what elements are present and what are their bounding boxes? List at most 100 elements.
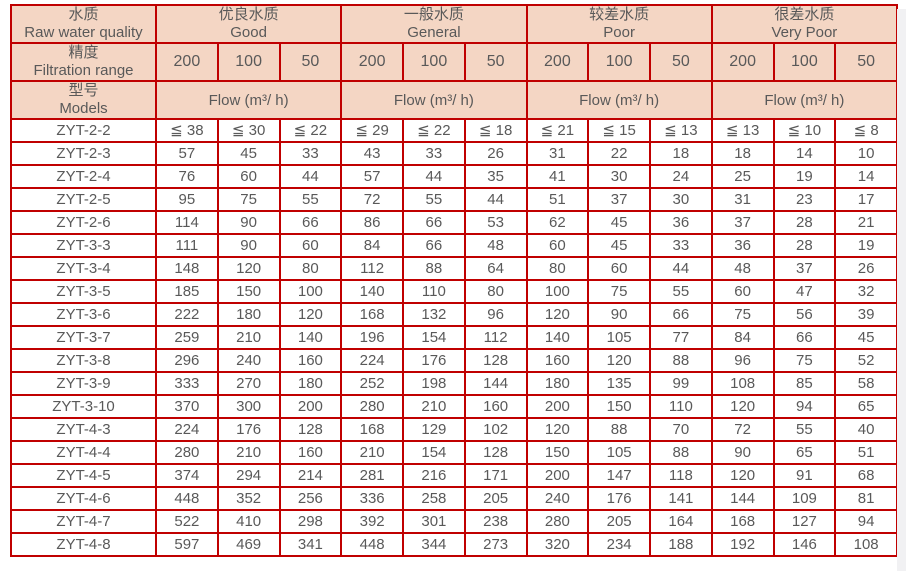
header-group-poor-en: Poor (603, 24, 635, 41)
flow-value-cell: 40 (834, 417, 898, 442)
flow-value-cell: ≦ 30 (216, 118, 281, 143)
flow-value-cell: 128 (278, 417, 343, 442)
flow-value-cell: 70 (649, 417, 713, 442)
flow-value-cell: 336 (340, 486, 404, 511)
flow-value-cell: 75 (710, 302, 775, 327)
filtration-value: 50 (649, 42, 713, 82)
flow-value-cell: 120 (710, 463, 775, 488)
flow-value-cell: 112 (463, 325, 528, 350)
flow-value-cell: 120 (710, 394, 775, 419)
flow-value-cell: 31 (525, 141, 590, 166)
flow-value-cell: ≦ 15 (587, 118, 651, 143)
flow-value-cell: 176 (216, 417, 281, 442)
header-group-good-zh: 优良水质 (218, 6, 279, 23)
header-group-poor: 较差水质 Poor (525, 4, 713, 44)
flow-value-cell: 56 (772, 302, 837, 327)
table-row: ZYT-4-3 224 176 128 168 129 102 120 88 70 72 55 40 (10, 417, 898, 442)
table-row: ZYT-3-9 333 270 180 252 198 144 180 135 99 108 85 58 (10, 371, 898, 396)
flow-value-cell: 21 (834, 210, 898, 235)
flow-value-cell: ≦ 21 (525, 118, 590, 143)
flow-value-cell: 110 (402, 279, 466, 304)
flow-value-cell: 108 (834, 532, 898, 557)
flow-value-cell: 105 (587, 440, 651, 465)
flow-value-cell: 80 (278, 256, 343, 281)
flow-value-cell: 300 (216, 394, 281, 419)
header-models-en: Models (59, 100, 108, 117)
flow-value-cell: 129 (402, 417, 466, 442)
flow-value-cell: 150 (216, 279, 281, 304)
flow-value-cell: 176 (402, 348, 466, 373)
flow-value-cell: 26 (463, 141, 528, 166)
flow-value-cell: 17 (834, 187, 898, 212)
filtration-value: 100 (587, 42, 651, 82)
header-group-poor-zh: 较差水质 (589, 6, 650, 23)
model-cell: ZYT-2-5 (10, 187, 157, 212)
flow-value-cell: 114 (155, 210, 219, 235)
flow-value-cell: 448 (155, 486, 219, 511)
flow-value-cell: 120 (278, 302, 343, 327)
flow-value-cell: 333 (155, 371, 219, 396)
model-cell: ZYT-3-6 (10, 302, 157, 327)
flow-value-cell: 238 (463, 509, 528, 534)
flow-value-cell: 108 (710, 371, 775, 396)
table-row: ZYT-3-10 370 300 200 280 210 160 200 150 110 120 94… (10, 394, 898, 419)
flow-value-cell: 410 (216, 509, 281, 534)
flow-value-cell: 77 (649, 325, 713, 350)
table-row: ZYT-4-8 597 469 341 448 344 273 320 234 188 192 146… (10, 532, 898, 557)
flow-value-cell: 118 (649, 463, 713, 488)
flow-value-cell: 80 (525, 256, 590, 281)
flow-value-cell: 341 (278, 532, 343, 557)
header-row-filtration: 精度 Filtration range 200 100 50 200 100 5… (10, 42, 898, 82)
flow-value-cell: 448 (340, 532, 404, 557)
flow-value-cell: 37 (710, 210, 775, 235)
header-raw-water-quality: 水质 Raw water quality (10, 4, 157, 44)
flow-value-cell: 35 (463, 164, 528, 189)
flow-value-cell: 45 (834, 325, 898, 350)
flow-value-cell: 146 (772, 532, 837, 557)
flow-value-cell: 224 (340, 348, 404, 373)
flow-value-cell: 65 (834, 394, 898, 419)
flow-value-cell: 22 (587, 141, 651, 166)
model-cell: ZYT-4-4 (10, 440, 157, 465)
header-raw-water-quality-zh: 水质 (68, 6, 99, 23)
flow-value-cell: 294 (216, 463, 281, 488)
model-cell: ZYT-2-3 (10, 141, 157, 166)
flow-value-cell: 110 (649, 394, 713, 419)
flow-value-cell: 26 (834, 256, 898, 281)
flow-value-cell: 99 (649, 371, 713, 396)
flow-value-cell: 44 (402, 164, 466, 189)
model-cell: ZYT-3-4 (10, 256, 157, 281)
table-row: ZYT-2-4 76 60 44 57 44 35 41 30 24 25 19 14 (10, 164, 898, 189)
filtration-value: 200 (710, 42, 775, 82)
header-group-general-zh: 一般水质 (403, 6, 464, 23)
flow-value-cell: 256 (278, 486, 343, 511)
model-cell: ZYT-4-5 (10, 463, 157, 488)
filtration-value: 200 (155, 42, 219, 82)
flow-value-cell: 43 (340, 141, 404, 166)
flow-value-cell: 185 (155, 279, 219, 304)
flow-value-cell: 19 (834, 233, 898, 258)
header-models-zh: 型号 (68, 82, 99, 99)
header-group-very-poor-en: Very Poor (771, 24, 838, 41)
flow-value-cell: 86 (340, 210, 404, 235)
header-filtration-range-zh: 精度 (68, 44, 99, 61)
filtration-value: 100 (402, 42, 466, 82)
flow-value-cell: 90 (587, 302, 651, 327)
header-filtration-range-en: Filtration range (33, 62, 134, 79)
flow-value-cell: 30 (587, 164, 651, 189)
flow-value-cell: 210 (216, 440, 281, 465)
flow-value-cell: ≦ 22 (402, 118, 466, 143)
flow-value-cell: 31 (710, 187, 775, 212)
flow-value-cell: 85 (772, 371, 837, 396)
flow-value-cell: 45 (216, 141, 281, 166)
flow-unit-label: Flow (m³/ h) (340, 80, 528, 120)
flow-value-cell: 95 (155, 187, 219, 212)
flow-value-cell: 14 (772, 141, 837, 166)
flow-value-cell: 120 (525, 417, 590, 442)
flow-value-cell: 19 (772, 164, 837, 189)
flow-value-cell: 344 (402, 532, 466, 557)
flow-value-cell: ≦ 18 (463, 118, 528, 143)
flow-value-cell: 94 (834, 509, 898, 534)
flow-value-cell: 60 (710, 279, 775, 304)
flow-value-cell: 102 (463, 417, 528, 442)
